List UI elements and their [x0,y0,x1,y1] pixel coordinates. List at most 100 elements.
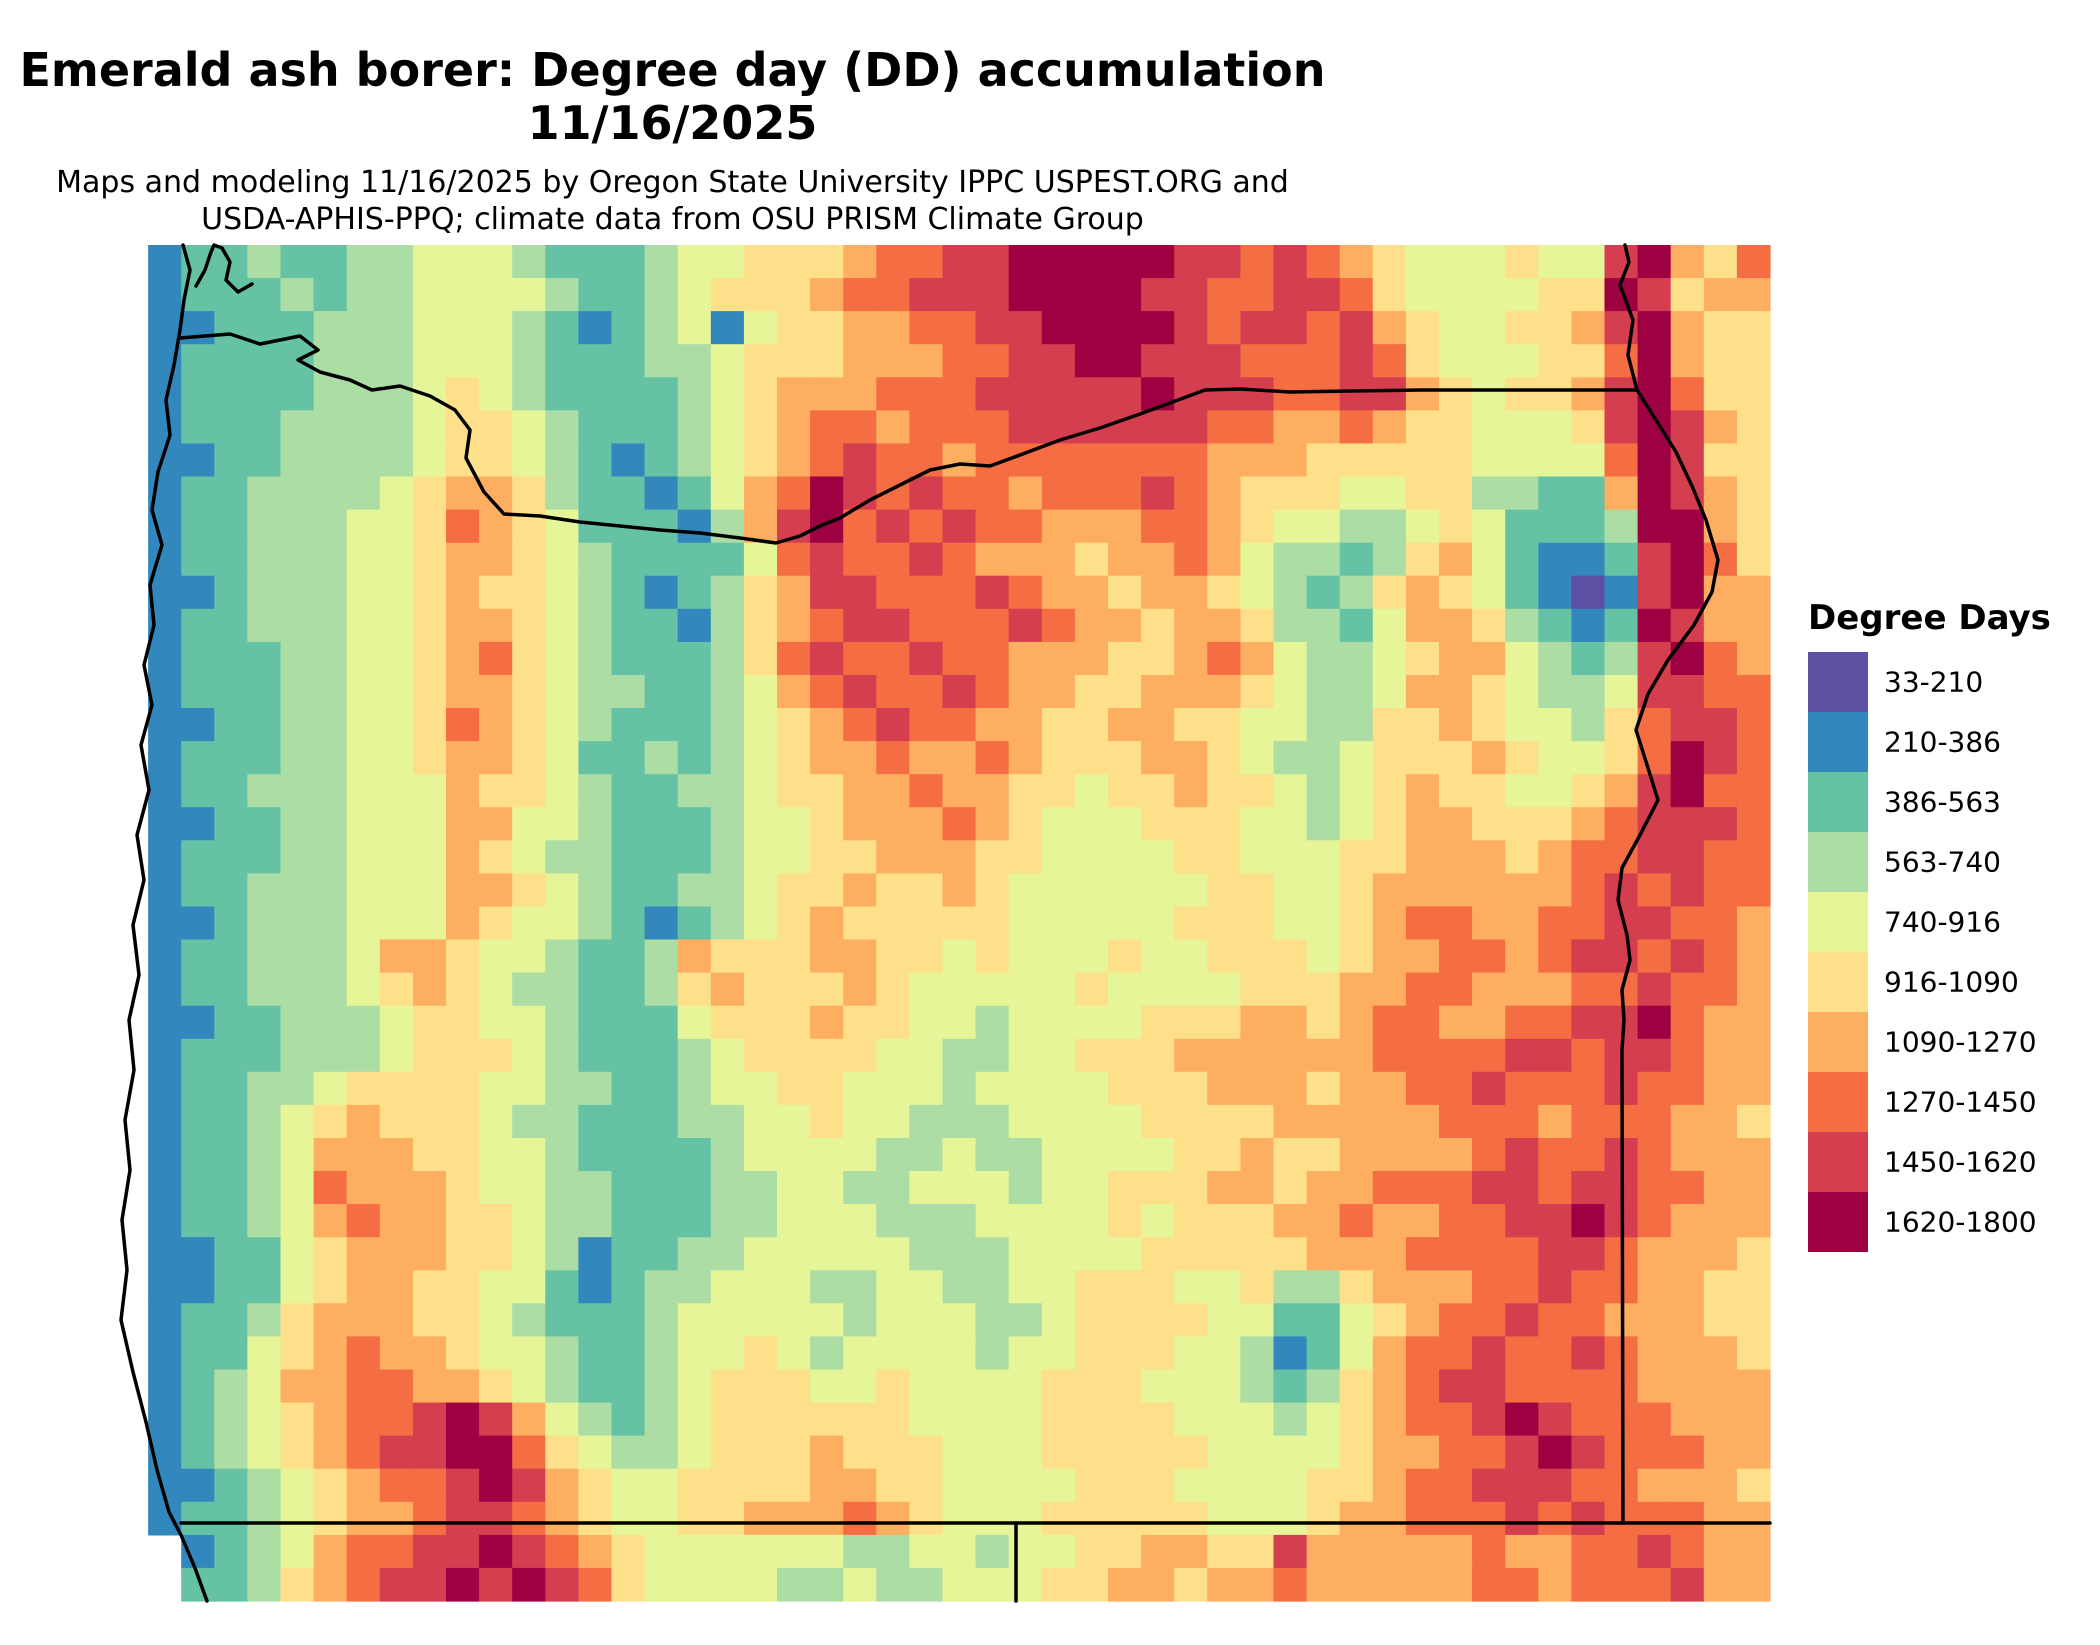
raster-cell [1670,1038,1705,1073]
raster-cell [545,377,579,411]
raster-cell [578,443,613,478]
raster-cell [313,278,348,312]
raster-cell [1637,1138,1672,1172]
raster-cell [1439,1038,1473,1073]
raster-cell [1571,807,1606,841]
raster-cell [578,377,613,411]
raster-cell [1372,1303,1407,1337]
raster-cell [1571,608,1606,643]
raster-cell [1306,542,1341,577]
raster-cell [1670,1237,1705,1271]
raster-cell [909,1402,944,1437]
raster-cell [247,840,282,874]
raster-cell [313,509,348,544]
raster-cell [1306,1270,1341,1304]
raster-cell [1571,575,1606,610]
raster-cell [1240,741,1275,775]
raster-cell [1141,575,1175,610]
legend-entry: 1270-1450 [1808,1072,2098,1132]
raster-cell [181,1270,215,1304]
raster-cell [545,675,579,709]
raster-cell [810,873,844,908]
raster-cell [810,1501,844,1536]
raster-cell [1571,509,1606,544]
raster-cell [777,278,811,312]
raster-cell [545,542,579,577]
raster-cell [346,1071,381,1106]
raster-cell [677,377,712,411]
legend-swatch [1808,772,1868,832]
raster-cell [313,972,348,1007]
raster-cell [1703,675,1738,709]
raster-cell [843,1435,877,1470]
raster-cell [512,311,546,345]
raster-cell [1273,1534,1308,1569]
raster-cell [1108,741,1142,775]
raster-cell [578,1071,613,1106]
raster-cell [1571,1303,1606,1337]
raster-cell [545,1071,579,1106]
legend-swatch [1808,1072,1868,1132]
raster-cell [1207,1237,1241,1271]
raster-cell [181,1171,215,1205]
raster-cell [1372,873,1407,908]
raster-cell [1074,641,1109,676]
raster-cell [1141,1171,1175,1205]
raster-cell [214,906,248,941]
raster-cell [379,1402,414,1437]
raster-cell [1207,1468,1241,1503]
raster-cell [1306,906,1341,941]
raster-cell [1372,906,1407,941]
raster-cell [148,1071,182,1106]
raster-cell [1703,1171,1738,1205]
raster-cell [876,906,910,941]
raster-cell [1174,873,1208,908]
raster-cell [1041,1104,1076,1139]
raster-cell [578,1038,613,1073]
raster-cell [710,972,745,1007]
raster-cell [1174,311,1208,345]
raster-cell [1670,774,1705,808]
raster-cell [1008,1336,1043,1371]
raster-cell [1306,1468,1341,1503]
raster-cell [1472,1468,1506,1503]
raster-cell [379,906,414,941]
raster-cell [677,443,712,478]
raster-cell [313,1237,348,1271]
raster-cell [1736,1567,1771,1602]
raster-cell [214,1303,248,1337]
raster-cell [1505,1501,1539,1536]
raster-cell [942,641,977,676]
raster-cell [1240,476,1275,511]
raster-cell [777,344,811,378]
raster-cell [479,245,513,279]
raster-cell [1008,807,1043,841]
raster-cell [1240,774,1275,808]
raster-cell [1174,807,1208,841]
raster-cell [843,278,877,312]
raster-cell [1108,675,1142,709]
raster-cell [710,939,745,974]
raster-cell [379,873,414,908]
raster-cell [280,608,315,643]
raster-cell [1703,741,1738,775]
raster-cell [909,1303,944,1337]
raster-cell [346,1104,381,1139]
raster-cell [346,608,381,643]
raster-cell [1074,1468,1109,1503]
raster-cell [710,245,745,279]
raster-cell [313,807,348,841]
raster-cell [1108,641,1142,676]
raster-cell [1372,608,1407,643]
raster-cell [1041,1038,1076,1073]
raster-cell [512,1369,546,1404]
raster-cell [677,1071,712,1106]
raster-cell [446,344,480,378]
raster-cell [1074,1435,1109,1470]
raster-cell [148,906,182,941]
raster-cell [578,1138,613,1172]
raster-cell [181,774,215,808]
raster-cell [1008,1270,1043,1304]
raster-cell [1108,1038,1142,1073]
raster-cell [1339,410,1374,445]
